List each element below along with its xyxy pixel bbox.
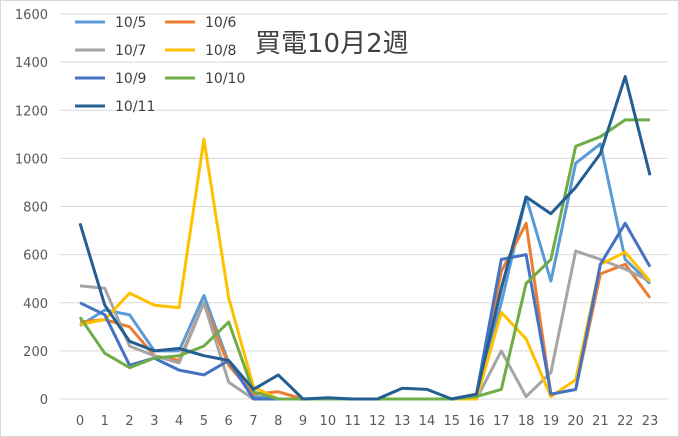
- x-tick-label: 20: [567, 414, 584, 429]
- y-tick-label: 1200: [15, 104, 48, 119]
- x-tick-label: 5: [200, 414, 208, 429]
- legend-item: 10/8: [165, 43, 236, 59]
- x-tick-label: 23: [642, 414, 659, 429]
- x-tick-label: 6: [225, 414, 233, 429]
- legend-label: 10/9: [115, 71, 146, 87]
- x-tick-label: 8: [274, 414, 282, 429]
- y-tick-label: 800: [23, 201, 48, 216]
- x-tick-label: 18: [518, 414, 535, 429]
- legend-label: 10/7: [115, 43, 146, 59]
- x-tick-label: 19: [543, 414, 560, 429]
- x-tick-label: 0: [76, 414, 84, 429]
- legend-item: 10/7: [75, 43, 146, 59]
- legend-label: 10/8: [205, 43, 236, 59]
- legend-item: 10/9: [75, 71, 146, 87]
- x-tick-label: 16: [468, 414, 485, 429]
- x-tick-label: 1: [101, 414, 109, 429]
- y-tick-label: 1000: [15, 152, 48, 167]
- x-tick-label: 3: [150, 414, 158, 429]
- legend-item: 10/5: [75, 15, 146, 31]
- x-tick-label: 7: [249, 414, 257, 429]
- x-tick-label: 15: [443, 414, 460, 429]
- x-tick-label: 13: [394, 414, 411, 429]
- legend-item: 10/11: [75, 99, 155, 115]
- x-tick-label: 2: [125, 414, 133, 429]
- x-tick-label: 4: [175, 414, 183, 429]
- x-tick-label: 22: [617, 414, 634, 429]
- legend-label: 10/6: [205, 15, 237, 31]
- legend-label: 10/10: [205, 71, 245, 87]
- x-tick-label: 12: [369, 414, 386, 429]
- y-tick-label: 400: [23, 297, 48, 312]
- x-tick-label: 10: [320, 414, 337, 429]
- y-tick-label: 0: [40, 393, 48, 408]
- x-tick-label: 11: [344, 414, 361, 429]
- x-tick-label: 17: [493, 414, 510, 429]
- y-tick-label: 200: [23, 345, 48, 360]
- y-tick-label: 600: [23, 249, 48, 264]
- y-tick-label: 1400: [15, 56, 48, 71]
- x-tick-label: 9: [299, 414, 307, 429]
- series-line-10-11: [78, 75, 652, 401]
- x-tick-label: 14: [419, 414, 436, 429]
- legend-item: 10/6: [165, 15, 237, 31]
- x-tick-label: 21: [592, 414, 609, 429]
- legend-item: 10/10: [165, 71, 245, 87]
- legend-label: 10/5: [115, 15, 146, 31]
- y-tick-label: 1600: [15, 8, 48, 23]
- chart-title: 買電10月2週: [255, 29, 409, 59]
- legend-label: 10/11: [115, 99, 155, 115]
